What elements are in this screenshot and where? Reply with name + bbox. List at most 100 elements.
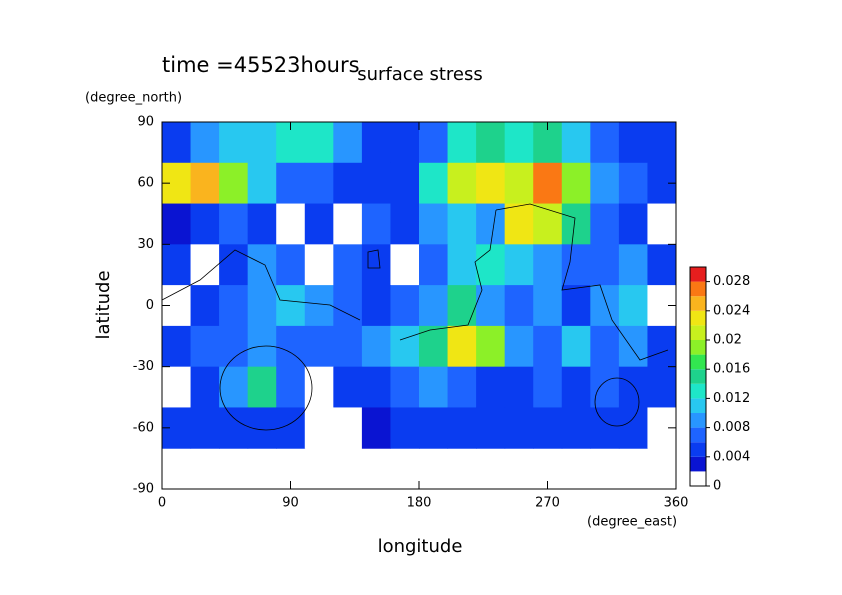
cell xyxy=(247,203,277,245)
colorbar-bin xyxy=(690,383,706,399)
cell xyxy=(162,244,192,286)
cell xyxy=(647,203,677,245)
cell xyxy=(247,366,277,408)
cell xyxy=(219,244,249,286)
cell xyxy=(304,407,334,449)
cell xyxy=(618,325,648,368)
cell xyxy=(219,407,249,449)
cell xyxy=(447,203,477,245)
cell xyxy=(504,203,534,245)
cell xyxy=(618,244,648,286)
colorbar-bin xyxy=(690,413,706,428)
cell xyxy=(504,162,534,205)
cell xyxy=(190,285,220,327)
cell xyxy=(561,366,591,408)
cell xyxy=(419,366,449,408)
cell xyxy=(533,203,563,245)
cell xyxy=(533,285,563,327)
cell xyxy=(304,325,334,368)
x-tick-label: 0 xyxy=(158,496,166,511)
cell xyxy=(590,244,620,286)
cell xyxy=(361,122,391,164)
cell xyxy=(476,162,506,205)
cell xyxy=(190,244,220,286)
cell xyxy=(219,285,249,327)
coastline xyxy=(399,209,497,341)
cell xyxy=(190,203,220,245)
x-unit: (degree_east) xyxy=(587,515,677,530)
cell xyxy=(390,244,420,286)
cell xyxy=(590,162,620,205)
cell xyxy=(390,325,420,368)
y-unit: (degree_north) xyxy=(85,91,182,106)
cell xyxy=(361,407,391,449)
cell xyxy=(304,122,334,164)
cell xyxy=(504,366,534,408)
colorbar-bin xyxy=(690,442,706,457)
cell xyxy=(647,366,677,408)
colorbar-bin xyxy=(690,267,706,282)
cell xyxy=(476,203,506,245)
cell xyxy=(219,162,249,205)
cell xyxy=(390,122,420,164)
cell xyxy=(333,366,363,408)
cell xyxy=(304,244,334,286)
cell xyxy=(190,162,220,205)
cell xyxy=(390,162,420,205)
colorbar-bin xyxy=(690,398,706,413)
colorbar-bin xyxy=(690,471,706,486)
cell xyxy=(304,203,334,245)
cell xyxy=(618,285,648,327)
cell xyxy=(190,325,220,368)
cell xyxy=(361,244,391,286)
colorbar-bin xyxy=(690,296,706,311)
cell xyxy=(361,285,391,327)
colorbar-bin xyxy=(690,281,706,297)
cell xyxy=(533,162,563,205)
cell xyxy=(419,407,449,449)
cell xyxy=(590,325,620,368)
cell xyxy=(504,325,534,368)
colorbar-tick-label: 0.008 xyxy=(713,420,750,435)
cell xyxy=(361,366,391,408)
cell xyxy=(561,162,591,205)
colorbar-tick-label: 0.016 xyxy=(713,362,750,377)
cell xyxy=(247,244,277,286)
cell xyxy=(390,285,420,327)
cell xyxy=(476,285,506,327)
x-tick-label: 180 xyxy=(407,496,432,511)
x-tick-label: 90 xyxy=(282,496,299,511)
cell xyxy=(533,325,563,368)
cell xyxy=(447,162,477,205)
cell xyxy=(276,244,306,286)
colorbar-bin xyxy=(690,456,706,472)
cell xyxy=(561,325,591,368)
cell xyxy=(219,366,249,408)
cell xyxy=(618,203,648,245)
colorbar-tick-label: 0.004 xyxy=(713,449,750,464)
cell xyxy=(561,122,591,164)
coastline xyxy=(594,377,640,427)
cell xyxy=(618,122,648,164)
cell xyxy=(276,203,306,245)
cell xyxy=(504,285,534,327)
colorbar-bin xyxy=(690,325,706,340)
chart-title: surface stress xyxy=(357,64,483,85)
cell xyxy=(447,325,477,368)
cell xyxy=(247,285,277,327)
cell xyxy=(419,325,449,368)
cell xyxy=(419,285,449,327)
cell xyxy=(419,203,449,245)
cell xyxy=(447,285,477,327)
cell xyxy=(476,122,506,164)
annotation: time =45523hours xyxy=(162,53,360,77)
field xyxy=(162,122,677,449)
colorbar-tick-label: 0.028 xyxy=(713,274,750,289)
cell xyxy=(333,325,363,368)
cell xyxy=(390,366,420,408)
cell xyxy=(304,162,334,205)
coastlines xyxy=(161,203,669,431)
y-axis-label: latitude xyxy=(93,270,114,339)
y-tick-label: 0 xyxy=(146,298,154,313)
colorbar-bin xyxy=(690,369,706,384)
